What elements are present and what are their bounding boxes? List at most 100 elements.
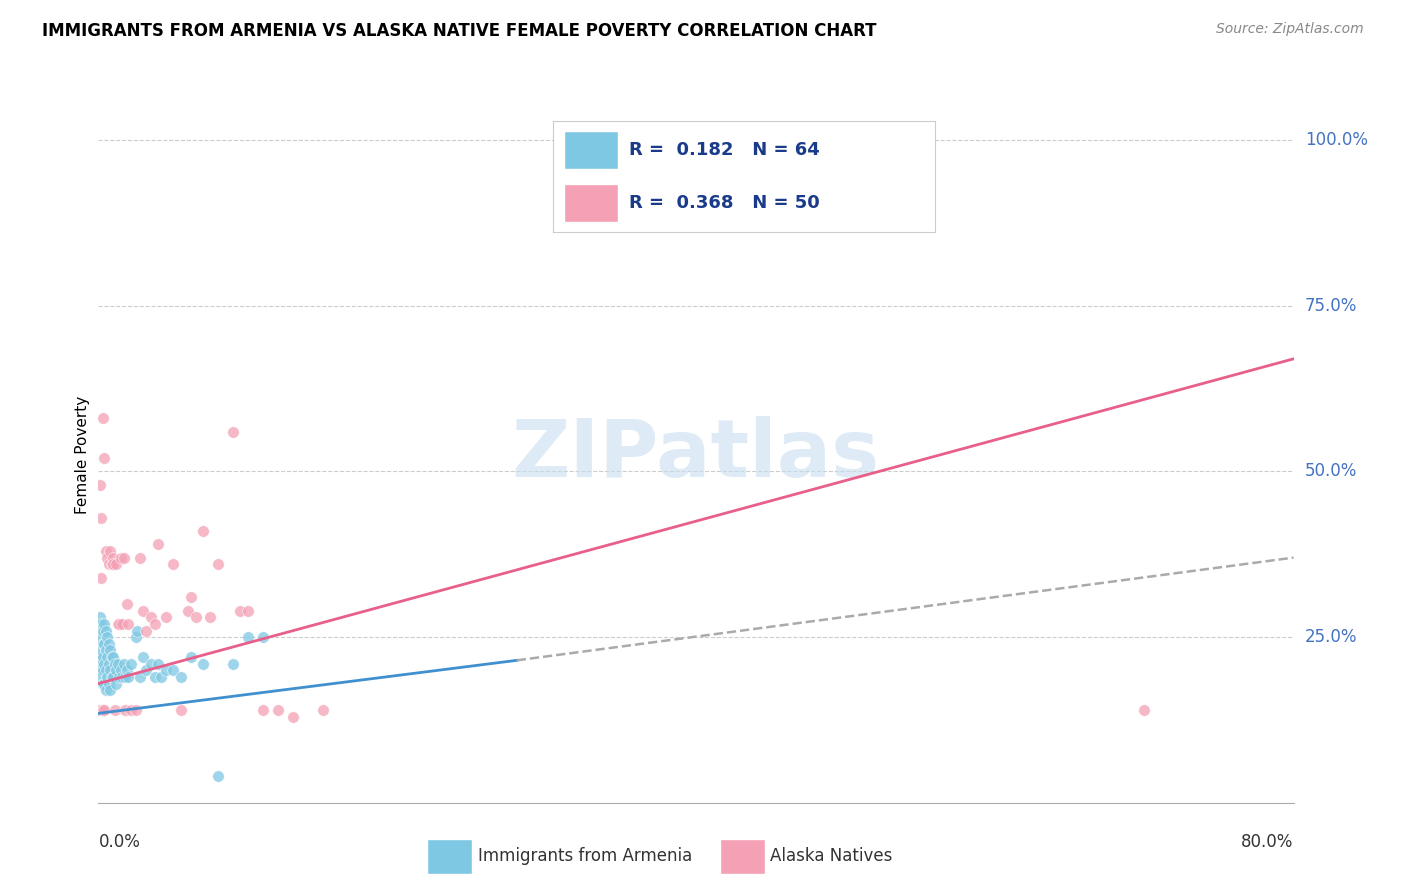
Point (281, 709, 304, 723)
Point (91, 650, 114, 665)
Point (115, 597, 138, 611)
Point (1133, 703, 1156, 717)
Text: 0.0%: 0.0% (98, 833, 141, 851)
Text: 75.0%: 75.0% (1305, 297, 1357, 315)
Point (93, 657, 115, 671)
Point (155, 663, 177, 677)
Point (143, 670, 166, 684)
Point (129, 670, 152, 684)
Point (90, 657, 112, 671)
Text: 80.0%: 80.0% (1241, 833, 1294, 851)
Point (114, 703, 136, 717)
Point (139, 657, 162, 671)
Point (89, 650, 111, 665)
Point (169, 703, 191, 717)
Point (91, 703, 114, 717)
Text: Immigrants from Armenia: Immigrants from Armenia (478, 847, 692, 865)
Point (139, 610, 162, 624)
Y-axis label: Female Poverty: Female Poverty (75, 396, 90, 514)
Point (101, 558, 124, 572)
FancyBboxPatch shape (564, 131, 617, 169)
Point (129, 550, 152, 565)
Point (229, 604, 252, 618)
Point (91, 663, 114, 677)
Point (93, 616, 115, 631)
Point (89, 610, 111, 624)
Point (180, 650, 202, 665)
Text: R =  0.368   N = 50: R = 0.368 N = 50 (628, 194, 820, 212)
Text: ZIPatlas: ZIPatlas (512, 416, 880, 494)
Point (108, 670, 131, 684)
Point (90, 511, 112, 525)
Point (105, 676, 128, 690)
Point (89, 663, 111, 677)
Point (90, 616, 112, 631)
Point (97, 637, 120, 651)
Point (111, 616, 134, 631)
Point (222, 425, 245, 439)
Point (135, 663, 157, 677)
Point (155, 610, 177, 624)
Point (98, 663, 122, 677)
Point (96, 650, 118, 665)
Point (169, 670, 191, 684)
Point (96, 670, 118, 684)
Point (108, 616, 131, 631)
Point (96, 630, 118, 644)
Point (135, 624, 157, 638)
Point (191, 524, 214, 538)
Point (94, 643, 117, 657)
Point (127, 624, 149, 638)
Point (103, 650, 125, 665)
Text: 100.0%: 100.0% (1305, 131, 1368, 149)
Point (98, 643, 122, 657)
Point (148, 657, 170, 671)
Point (184, 610, 207, 624)
Point (91, 637, 114, 651)
Point (98, 544, 122, 558)
Point (267, 703, 290, 717)
FancyBboxPatch shape (427, 838, 472, 874)
Text: 25.0%: 25.0% (1305, 628, 1357, 646)
Point (104, 657, 127, 671)
Point (132, 604, 155, 618)
Point (90, 670, 112, 684)
Point (107, 616, 129, 631)
Point (120, 703, 142, 717)
Point (191, 657, 214, 671)
Text: Alaska Natives: Alaska Natives (770, 847, 893, 865)
Point (98, 683, 122, 698)
Point (97, 676, 120, 690)
Point (103, 550, 125, 565)
Point (97, 558, 120, 572)
Point (107, 657, 129, 671)
Point (93, 703, 115, 717)
Point (103, 670, 125, 684)
Point (112, 550, 135, 565)
Point (89, 477, 111, 491)
Point (132, 650, 155, 665)
Point (236, 604, 259, 618)
Point (222, 657, 245, 671)
Point (94, 624, 117, 638)
Point (180, 591, 202, 605)
Point (162, 663, 184, 677)
Point (117, 670, 139, 684)
FancyBboxPatch shape (720, 838, 765, 874)
Point (91, 624, 114, 638)
Point (207, 558, 229, 572)
Point (115, 663, 138, 677)
Point (101, 650, 124, 665)
Point (91, 676, 114, 690)
Point (94, 544, 117, 558)
Point (91, 411, 114, 425)
Point (143, 616, 166, 631)
Point (89, 630, 111, 644)
Point (90, 570, 112, 584)
Point (97, 657, 120, 671)
Point (236, 630, 259, 644)
Point (111, 670, 134, 684)
Point (105, 663, 128, 677)
Point (112, 657, 135, 671)
Text: R =  0.182   N = 64: R = 0.182 N = 64 (628, 141, 820, 159)
